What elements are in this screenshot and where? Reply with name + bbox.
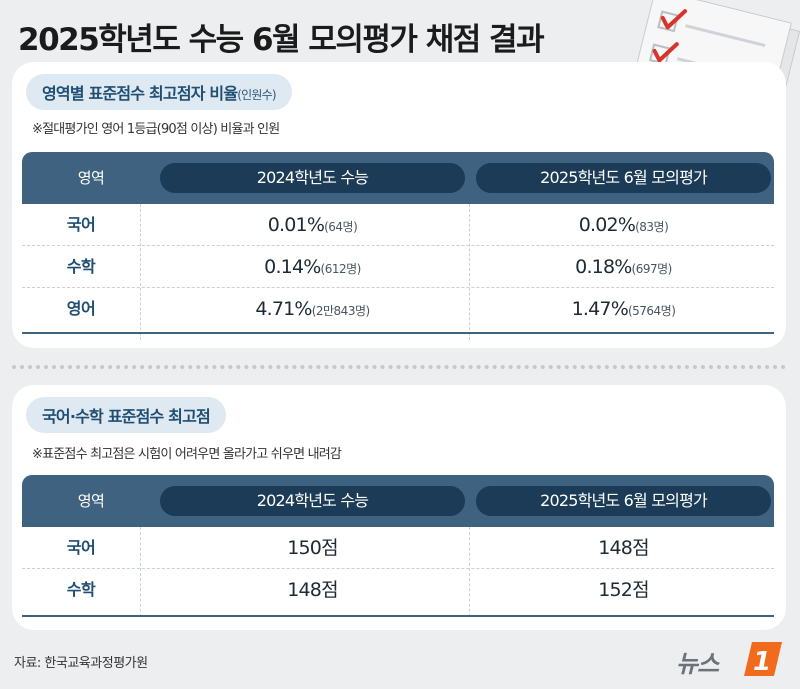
section1-table-header: 영역 2024학년도 수능 2025학년도 6월 모의평가 <box>22 152 774 204</box>
top-score-panel: 국어·수학 표준점수 최고점 ※표준점수 최고점은 시험이 어려우면 올라가고 … <box>12 385 786 630</box>
value-2025: 148점 <box>598 537 649 559</box>
section1-heading-sub: (인원수) <box>237 88 276 102</box>
logo-mark-text: 1 <box>753 647 771 677</box>
column-divider <box>469 204 470 340</box>
table-row: 국어 0.01%(64명) 0.02%(83명) <box>22 204 774 246</box>
column-header-area: 영역 <box>77 492 105 510</box>
column-header-2024: 2024학년도 수능 <box>160 163 465 193</box>
value-2024: 148점 <box>287 579 338 601</box>
table-row: 수학 148점 152점 <box>22 569 774 617</box>
column-header-2025: 2025학년도 6월 모의평가 <box>476 163 771 193</box>
section1-note: ※절대평가인 영어 1등급(90점 이상) 비율과 인원 <box>32 122 280 137</box>
value-2024: 0.01%(64명) <box>267 214 358 236</box>
section2-heading: 국어·수학 표준점수 최고점 <box>26 397 226 433</box>
section2-note: ※표준점수 최고점은 시험이 어려우면 올라가고 쉬우면 내려감 <box>32 447 342 462</box>
row-area: 영어 <box>66 299 96 318</box>
value-2024: 4.71%(2만843명) <box>255 298 370 320</box>
value-2025: 152점 <box>598 579 649 601</box>
value-2025: 0.18%(697명) <box>575 256 672 278</box>
row-area: 수학 <box>66 257 96 276</box>
column-header-2024: 2024학년도 수능 <box>160 486 465 516</box>
row-area: 국어 <box>66 215 96 234</box>
section2-table-header: 영역 2024학년도 수능 2025학년도 6월 모의평가 <box>22 475 774 527</box>
value-2024: 0.14%(612명) <box>264 256 361 278</box>
logo-mark-icon: 1 <box>744 642 782 677</box>
section-divider <box>12 365 786 369</box>
table-row: 국어 150점 148점 <box>22 527 774 569</box>
column-divider <box>469 527 470 617</box>
value-2024: 150점 <box>287 537 338 559</box>
table-row: 수학 0.14%(612명) 0.18%(697명) <box>22 246 774 288</box>
value-2025: 1.47%(5764명) <box>571 298 676 320</box>
table-row: 영어 4.71%(2만843명) 1.47%(5764명) <box>22 288 774 334</box>
logo-text: 뉴스 <box>676 650 719 678</box>
section1-heading: 영역별 표준점수 최고점자 비율(인원수) <box>26 74 292 110</box>
column-header-2025: 2025학년도 6월 모의평가 <box>476 486 771 516</box>
top-score-ratio-panel: 영역별 표준점수 최고점자 비율(인원수) ※절대평가인 영어 1등급(90점 … <box>12 62 786 348</box>
row-area: 국어 <box>66 538 96 557</box>
news1-logo: 뉴스 1 <box>676 640 790 680</box>
column-header-area: 영역 <box>77 169 105 187</box>
source-credit: 자료: 한국교육과정평가원 <box>14 656 148 671</box>
column-divider <box>140 204 141 340</box>
row-area: 수학 <box>66 580 96 599</box>
value-2025: 0.02%(83명) <box>578 214 669 236</box>
column-divider <box>140 527 141 617</box>
page-title: 2025학년도 수능 6월 모의평가 채점 결과 <box>18 22 545 58</box>
